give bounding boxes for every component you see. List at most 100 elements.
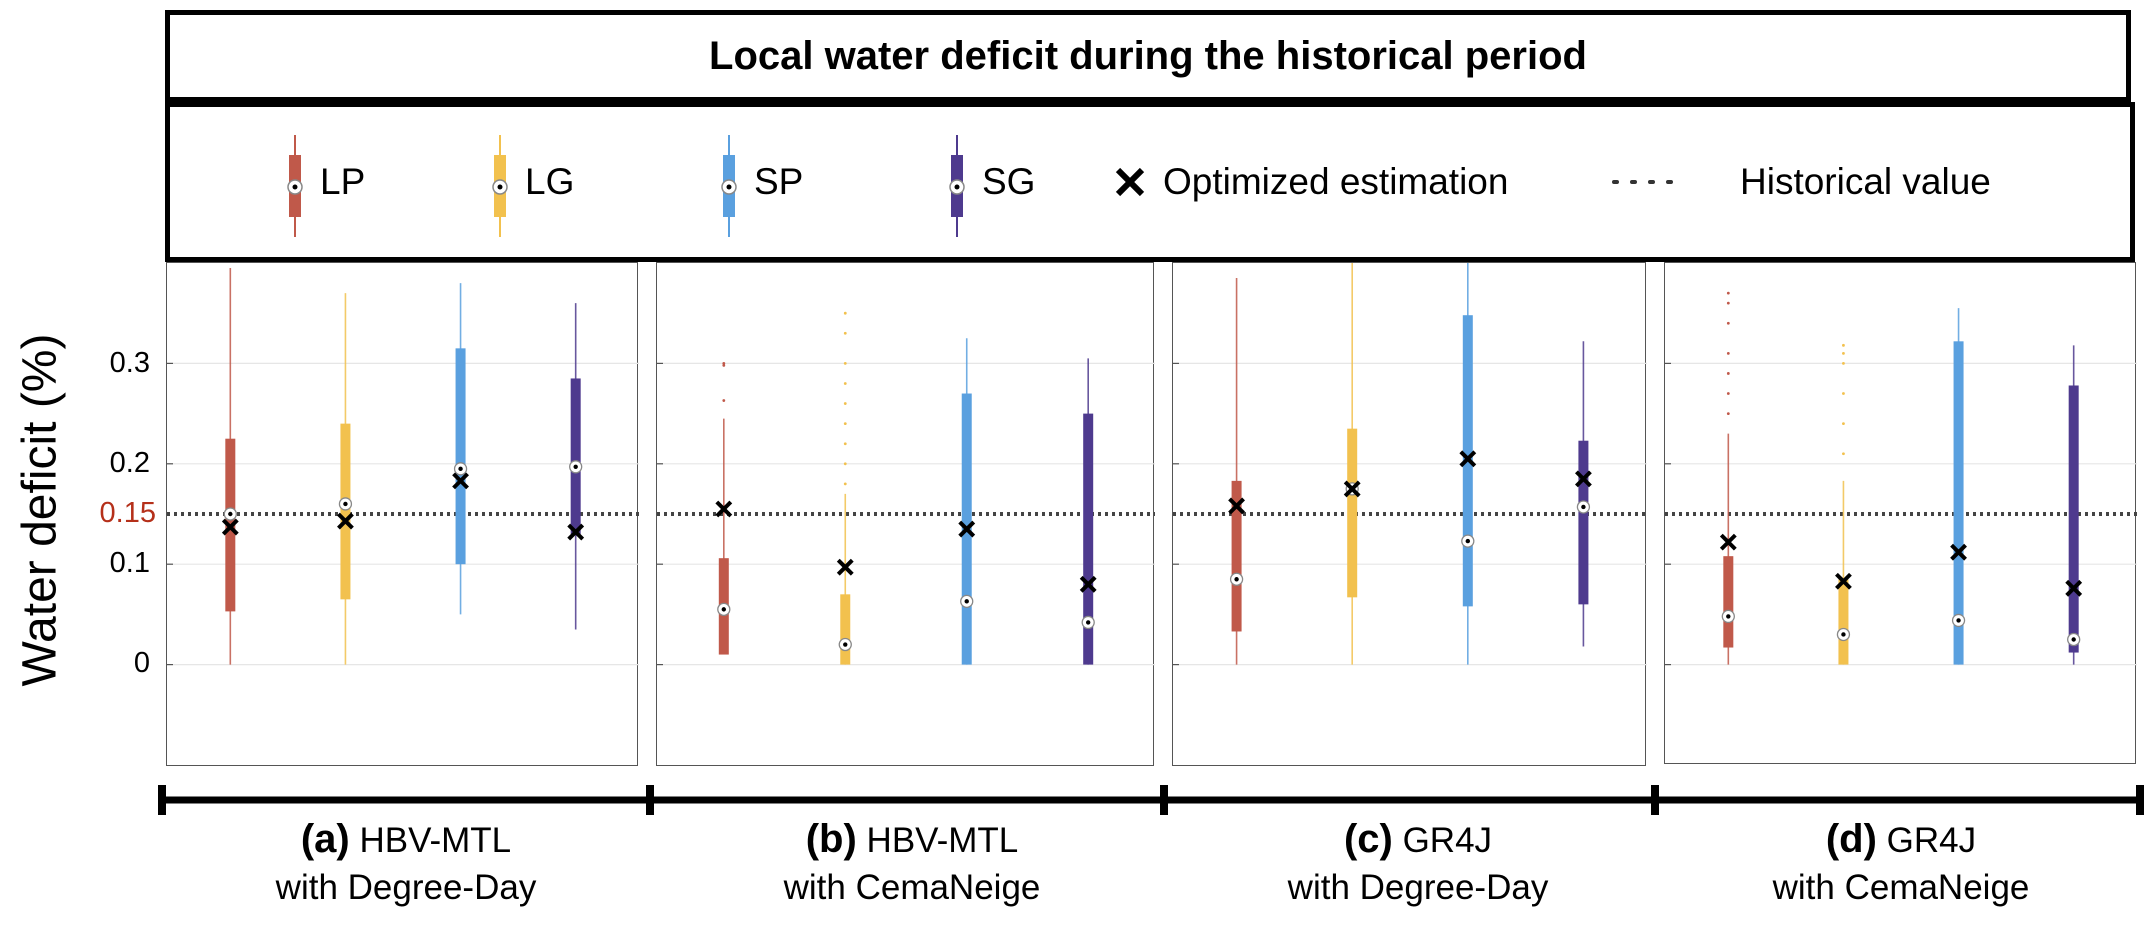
legend: LP LG SP SG Optimized estimation Histori… xyxy=(165,102,2135,262)
legend-label-sp: SP xyxy=(754,161,804,202)
outlier-lg xyxy=(843,311,847,315)
optimized-marker-sg xyxy=(567,523,585,541)
box-sg xyxy=(2068,385,2079,653)
chart-title-box: Local water deficit during the historica… xyxy=(165,10,2131,102)
median-dot-sp xyxy=(458,466,463,472)
box-lg xyxy=(1347,428,1358,598)
panel-a-letter: (a) xyxy=(300,817,350,861)
median-dot-sg xyxy=(1581,504,1586,510)
outlier-lg xyxy=(843,482,847,486)
optimized-marker-lp xyxy=(1228,497,1245,515)
legend-glyph-sp xyxy=(721,135,737,237)
legend-glyph-lp xyxy=(287,135,303,237)
optimized-marker-sg xyxy=(2065,579,2083,597)
panel-b-caption: (b) HBV-MTL with CemaNeige xyxy=(692,816,1132,911)
panel-b-model: HBV-MTL xyxy=(866,821,1019,860)
optimized-marker-lg xyxy=(1343,480,1361,498)
median-dot-lp xyxy=(228,511,233,517)
panel-a-model: HBV-MTL xyxy=(359,821,512,860)
outlier-lp xyxy=(722,399,726,402)
median-dot-lp xyxy=(1234,577,1239,582)
outlier-lp xyxy=(722,362,726,365)
panel-d-model: GR4J xyxy=(1886,821,1977,860)
panel-a-plot xyxy=(167,268,639,666)
legend-glyph-lg xyxy=(492,135,508,237)
optimized-marker-sp xyxy=(1950,543,1967,561)
panel-b-letter: (b) xyxy=(805,817,857,861)
median-dot-sg xyxy=(573,464,578,470)
panel-a-snow: with Degree-Day xyxy=(275,868,537,907)
median-dot-sg xyxy=(2071,637,2076,642)
median-dot-sp xyxy=(1465,538,1471,544)
legend-label-lg: LG xyxy=(525,161,575,202)
panel-c-plot xyxy=(1173,263,1647,666)
outlier-lg xyxy=(843,402,847,405)
outlier-lp xyxy=(722,364,726,367)
box-lg xyxy=(840,594,851,665)
panel-d-caption: (d) GR4J with CemaNeige xyxy=(1681,816,2121,911)
median-dot-lg xyxy=(843,642,848,647)
median-dot-lg xyxy=(1841,632,1846,637)
outlier-lp xyxy=(1726,372,1730,375)
panel-d-snow: with CemaNeige xyxy=(1772,868,2030,907)
legend-label-optimized: Optimized estimation xyxy=(1163,161,1509,202)
median-dot-lg xyxy=(343,501,348,507)
optimized-marker-lp xyxy=(1719,533,1737,551)
outlier-lp xyxy=(1726,351,1730,355)
legend-label-sg: SG xyxy=(982,161,1036,202)
box-sg xyxy=(1578,440,1589,605)
median-dot-lp xyxy=(721,607,727,612)
optimized-marker-sg xyxy=(1575,470,1592,488)
outlier-lg xyxy=(843,331,847,335)
median-dot-lp xyxy=(1726,614,1731,619)
panel-c-caption: (c) GR4J with Degree-Day xyxy=(1198,816,1638,911)
outlier-lg xyxy=(1842,351,1845,355)
legend-label-lp: LP xyxy=(320,161,366,202)
panel-b-plot xyxy=(657,311,1155,666)
panel-c-snow: with Degree-Day xyxy=(1287,868,1549,907)
outlier-lg xyxy=(1842,362,1845,365)
outlier-lp xyxy=(1726,392,1730,395)
optimized-marker-lg xyxy=(1835,572,1852,590)
optimized-marker-sp xyxy=(1459,450,1477,468)
panel-d xyxy=(1664,262,2137,764)
optimized-marker-lp xyxy=(715,500,733,518)
panel-c xyxy=(1172,262,1647,766)
outlier-lp xyxy=(1726,291,1730,295)
panel-a xyxy=(166,262,639,766)
panel-a-caption: (a) HBV-MTL with Degree-Day xyxy=(186,816,626,911)
outlier-lg xyxy=(1842,392,1845,395)
optimized-marker-lp xyxy=(221,518,239,536)
y-tick-label: 0.2 xyxy=(109,447,150,479)
median-dot-sg xyxy=(1085,620,1091,625)
y-axis-label: Water deficit (%) xyxy=(13,333,67,687)
y-tick-label: 0.1 xyxy=(109,547,150,579)
panel-b-snow: with CemaNeige xyxy=(783,868,1041,907)
legend-glyph-sg xyxy=(949,135,965,237)
optimized-marker-lg xyxy=(337,512,354,530)
historical-value-tick-label: 0.15 xyxy=(99,497,156,529)
panel-d-letter: (d) xyxy=(1825,817,1877,861)
outlier-lp xyxy=(1726,321,1730,325)
box-sp xyxy=(455,348,466,565)
panel-b xyxy=(656,262,1155,766)
panel-c-letter: (c) xyxy=(1343,817,1393,861)
panel-c-model: GR4J xyxy=(1402,821,1493,860)
legend-label-historical: Historical value xyxy=(1740,161,1991,202)
outlier-lg xyxy=(843,362,847,365)
historical-dotted-icon xyxy=(1612,180,1678,184)
median-dot-sp xyxy=(964,599,969,604)
optimized-marker-icon xyxy=(1115,167,1145,197)
optimized-marker-sp xyxy=(452,472,469,490)
outlier-lp xyxy=(1726,412,1730,415)
optimized-marker-lg xyxy=(836,558,854,576)
outlier-lp xyxy=(1726,301,1730,305)
outlier-lg xyxy=(843,442,847,446)
median-dot-sp xyxy=(1956,618,1961,623)
box-sp xyxy=(1953,341,1964,665)
y-tick-label: 0.3 xyxy=(109,347,150,379)
box-sg xyxy=(1083,413,1094,665)
y-tick-label: 0 xyxy=(133,647,150,679)
box-lg xyxy=(340,423,351,600)
panel-bracket-axis xyxy=(158,785,2144,815)
